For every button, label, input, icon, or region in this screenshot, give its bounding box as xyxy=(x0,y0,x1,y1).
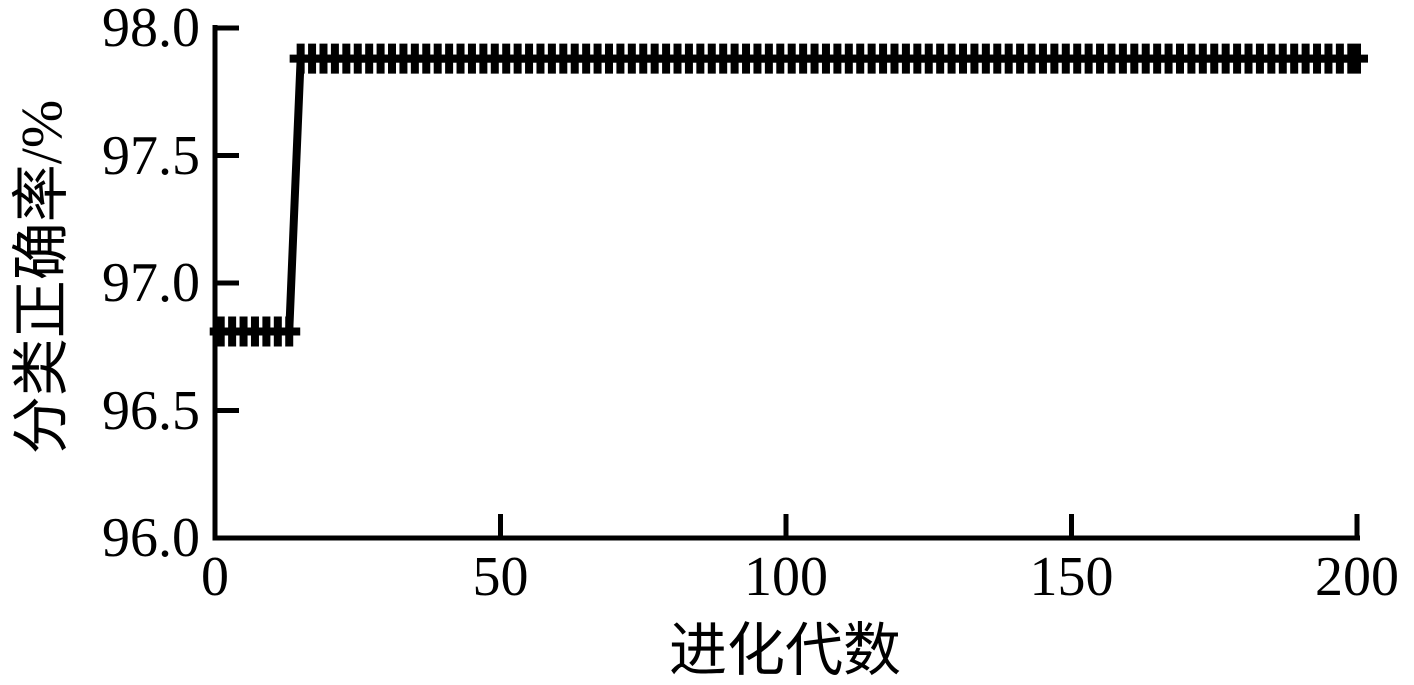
data-line xyxy=(220,54,1357,336)
y-tick-label: 96.0 xyxy=(102,507,200,569)
y-tick-label: 97.0 xyxy=(102,252,200,314)
data-markers xyxy=(209,43,1368,347)
x-tick-label: 150 xyxy=(1029,546,1114,608)
axis-ticks xyxy=(212,25,1360,541)
y-tick-label: 96.5 xyxy=(102,379,200,442)
x-tick-label: 200 xyxy=(1315,546,1399,608)
y-tick-label: 97.5 xyxy=(102,124,200,187)
y-tick-label: 98.0 xyxy=(102,0,200,59)
x-tick-label: 100 xyxy=(744,546,828,608)
axis-lines xyxy=(212,25,1360,541)
x-axis-title: 进化代数 xyxy=(668,618,902,683)
x-tick-label: 0 xyxy=(201,546,229,608)
x-tick-label: 50 xyxy=(472,546,529,608)
